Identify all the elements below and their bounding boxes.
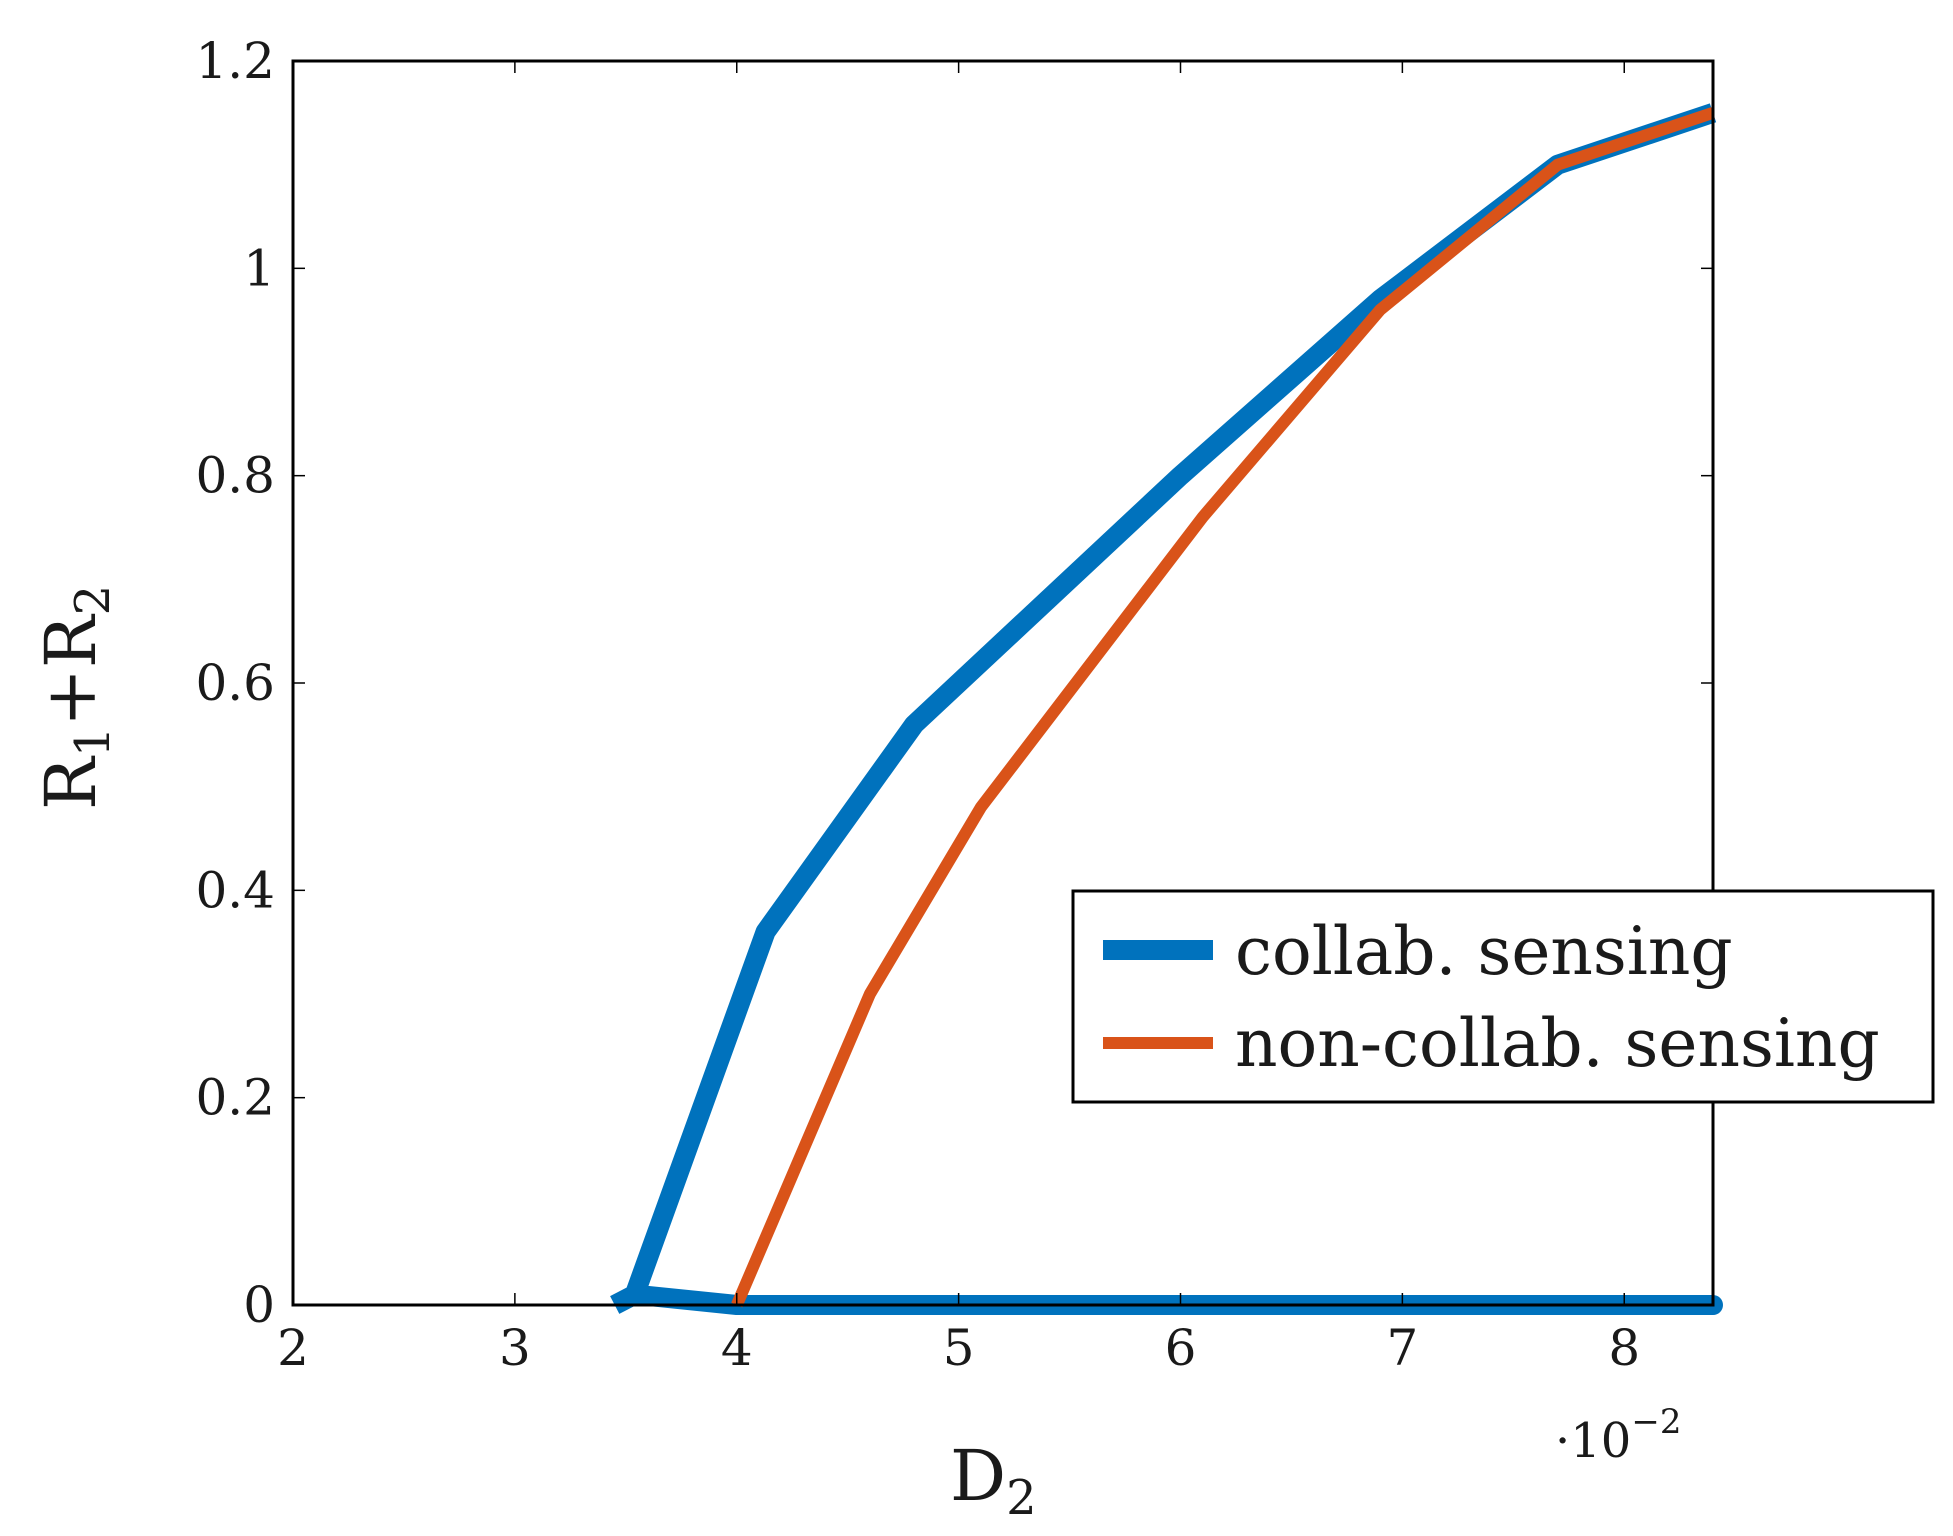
y-tick-label: 0.6	[195, 654, 275, 712]
x-tick-label: 8	[1608, 1319, 1640, 1377]
x-tick-label: 5	[943, 1319, 975, 1377]
series-layer	[610, 103, 1723, 1315]
series-line-collab	[610, 103, 1723, 1315]
series-line-non-collab	[731, 107, 1715, 1308]
tick-layer: 2 3 4 5 6 7 8 0 0.2 0.4 0.6 0.8 1 1.2	[195, 32, 1713, 1377]
y-tick-label: 0.4	[195, 861, 275, 919]
x-scale-note: ·10−2	[1555, 1402, 1681, 1469]
legend: collab. sensing non-collab. sensing	[1071, 889, 1935, 1104]
x-tick-label: 2	[277, 1319, 309, 1377]
y-tick-label: 0	[243, 1276, 275, 1334]
legend-label-non-collab: non-collab. sensing	[1235, 1005, 1880, 1082]
x-tick-label: 4	[721, 1319, 753, 1377]
y-tick-label: 1.2	[195, 32, 275, 90]
legend-label-collab: collab. sensing	[1235, 913, 1733, 990]
x-tick-label: 6	[1165, 1319, 1197, 1377]
y-axis-title: R1+R2	[30, 585, 121, 810]
x-tick-label: 7	[1386, 1319, 1418, 1377]
x-axis-title: D2	[950, 1435, 1037, 1526]
legend-box	[1071, 889, 1935, 1104]
y-tick-label: 1	[243, 239, 275, 297]
plot-frame	[291, 59, 1715, 1307]
y-tick-label: 0.2	[195, 1069, 275, 1127]
y-tick-label: 0.8	[195, 447, 275, 505]
x-tick-label: 3	[499, 1319, 531, 1377]
